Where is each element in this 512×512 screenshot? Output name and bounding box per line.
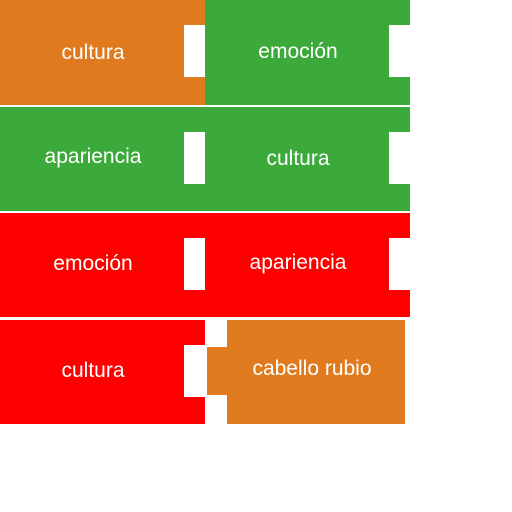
tile-notch [184,345,205,397]
tile-notch [184,25,205,77]
puzzle-tile-cabello-rubio[interactable]: cabello rubio [207,320,405,424]
tile-label: emoción [53,252,133,275]
tile-notch [389,132,410,184]
tile-notch [184,132,205,184]
tile-notch [389,238,410,290]
puzzle-tile-apariencia-green[interactable]: apariencia [0,107,205,211]
puzzle-tile-cultura-orange[interactable]: cultura [0,0,205,105]
tile-label: emoción [258,40,338,63]
tile-body [227,320,405,424]
puzzle-tile-cultura-red[interactable]: cultura [0,320,205,424]
tile-label: cultura [61,41,125,64]
puzzle-tile-cultura-green[interactable]: cultura [205,107,410,211]
puzzle-tile-apariencia-red[interactable]: apariencia [205,213,410,317]
puzzle-tile-emocion-red[interactable]: emoción [0,213,205,317]
tile-label: apariencia [249,251,347,274]
tile-label: cultura [266,147,330,170]
tile-notch [389,25,410,77]
tile-tab [207,347,229,395]
puzzle-tile-emocion-green[interactable]: emoción [205,0,410,105]
tile-label: apariencia [44,145,142,168]
tile-notch [184,238,205,290]
tile-label: cultura [61,359,125,382]
